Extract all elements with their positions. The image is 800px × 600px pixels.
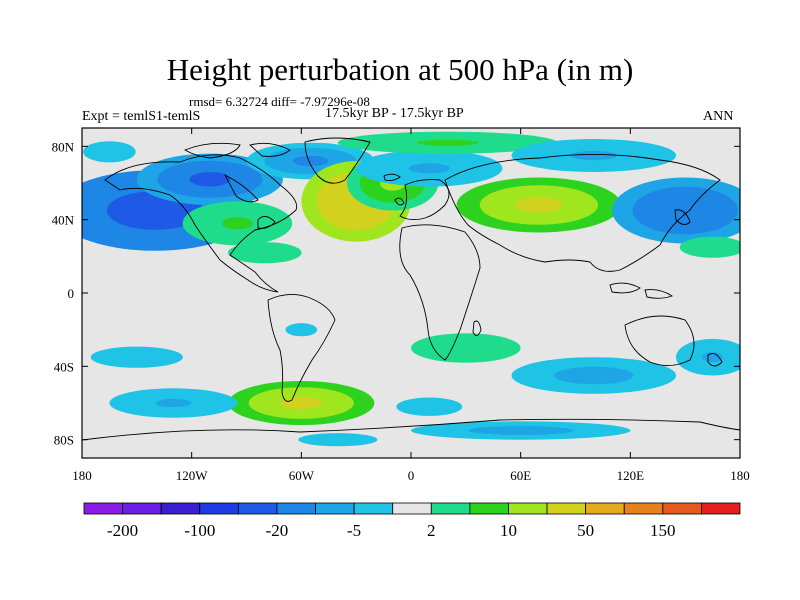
contour-fill <box>570 150 617 161</box>
colorbar-label: -5 <box>347 521 361 540</box>
colorbar-label: 2 <box>427 521 436 540</box>
experiment-label: Expt = temlS1-temlS <box>82 109 201 124</box>
x-tick-label: 120W <box>176 468 209 483</box>
coastlines <box>82 137 740 441</box>
colorbar-label: -200 <box>107 521 138 540</box>
contour-fill <box>99 147 120 156</box>
contour-fill <box>189 172 231 187</box>
contour-fill <box>222 217 253 230</box>
anomaly-region <box>298 433 378 447</box>
colorbar-box <box>83 502 123 515</box>
anomaly-region <box>356 150 503 187</box>
contour-fill <box>570 370 617 381</box>
anomaly-region <box>511 139 677 172</box>
y-tick-label: 40N <box>52 213 75 228</box>
x-tick-label: 60W <box>289 468 315 483</box>
contour-fill <box>699 243 726 252</box>
contour-fill <box>322 437 354 443</box>
contour-fill <box>250 248 280 257</box>
y-tick-label: 0 <box>68 286 75 301</box>
contour-fill <box>702 352 723 363</box>
x-tick-label: 60E <box>510 468 531 483</box>
x-tick-label: 0 <box>408 468 415 483</box>
anomaly-region <box>411 421 631 440</box>
rmsd-diff-stats: rmsd= 6.32724 diff= -7.97296e-08 <box>189 94 370 109</box>
contour-fill <box>408 163 450 174</box>
contour-fill <box>295 327 308 333</box>
colorbar-box <box>662 502 702 515</box>
contour-fill <box>292 155 329 167</box>
anomaly-region <box>182 201 293 246</box>
colorbar-box <box>701 502 741 515</box>
contour-fill <box>490 427 552 434</box>
contour-fill <box>664 201 706 220</box>
colorbar-box <box>199 502 239 515</box>
colorbar-label: 150 <box>650 521 676 540</box>
anomaly-region <box>109 388 238 418</box>
colorbar-box <box>160 502 201 515</box>
anomaly-region <box>228 381 375 425</box>
contour-fill <box>450 343 482 353</box>
contour-fill <box>118 353 155 362</box>
period-label: 17.5kyr BP - 17.5kyr BP <box>325 106 464 121</box>
colorbar-label: -100 <box>184 521 215 540</box>
colorbar-label: -20 <box>266 521 289 540</box>
y-tick-label: 40S <box>54 359 74 374</box>
anomaly-region <box>90 346 183 368</box>
season-label: ANN <box>703 109 734 124</box>
chart-title: Height perturbation at 500 hPa (in m) <box>166 52 634 87</box>
y-tick-label: 80S <box>54 433 74 448</box>
x-tick-label: 180 <box>72 468 92 483</box>
contour-fill <box>127 199 184 222</box>
colorbar-box <box>392 502 432 515</box>
colorbar-label: 50 <box>577 521 594 540</box>
contour-fill <box>155 398 192 408</box>
anomaly-region <box>511 357 677 394</box>
colorbar-box <box>315 502 355 515</box>
anomaly-region <box>396 397 463 416</box>
y-tick-label: 80N <box>52 139 75 154</box>
anomaly-region <box>285 323 318 337</box>
anomaly-region <box>83 141 136 163</box>
colorbar-box <box>546 502 587 515</box>
x-tick-label: 180 <box>730 468 750 483</box>
colorbar-box <box>430 502 471 515</box>
x-tick-label: 120E <box>617 468 645 483</box>
anomaly-region <box>227 242 302 264</box>
contour-fill <box>416 139 479 146</box>
anomaly-region <box>136 153 283 205</box>
contour-fill <box>416 403 443 411</box>
anomaly-region <box>676 338 740 376</box>
colorbar-label: 10 <box>500 521 517 540</box>
colorbar-box <box>623 502 664 515</box>
anomaly-region <box>456 177 622 233</box>
colorbar-box <box>276 502 316 515</box>
anomaly-region <box>612 177 740 244</box>
anomaly-region <box>411 333 521 363</box>
anomaly-region <box>679 236 740 258</box>
colorbar-box <box>353 502 394 515</box>
contour-fill <box>280 396 322 410</box>
colorbar-box <box>585 502 625 515</box>
colorbar-box <box>122 502 162 515</box>
colorbar-box <box>237 502 278 515</box>
contour-fill <box>515 197 562 213</box>
anomaly-region <box>337 131 558 154</box>
colorbar-box <box>508 502 548 515</box>
colorbar-box <box>469 502 509 515</box>
